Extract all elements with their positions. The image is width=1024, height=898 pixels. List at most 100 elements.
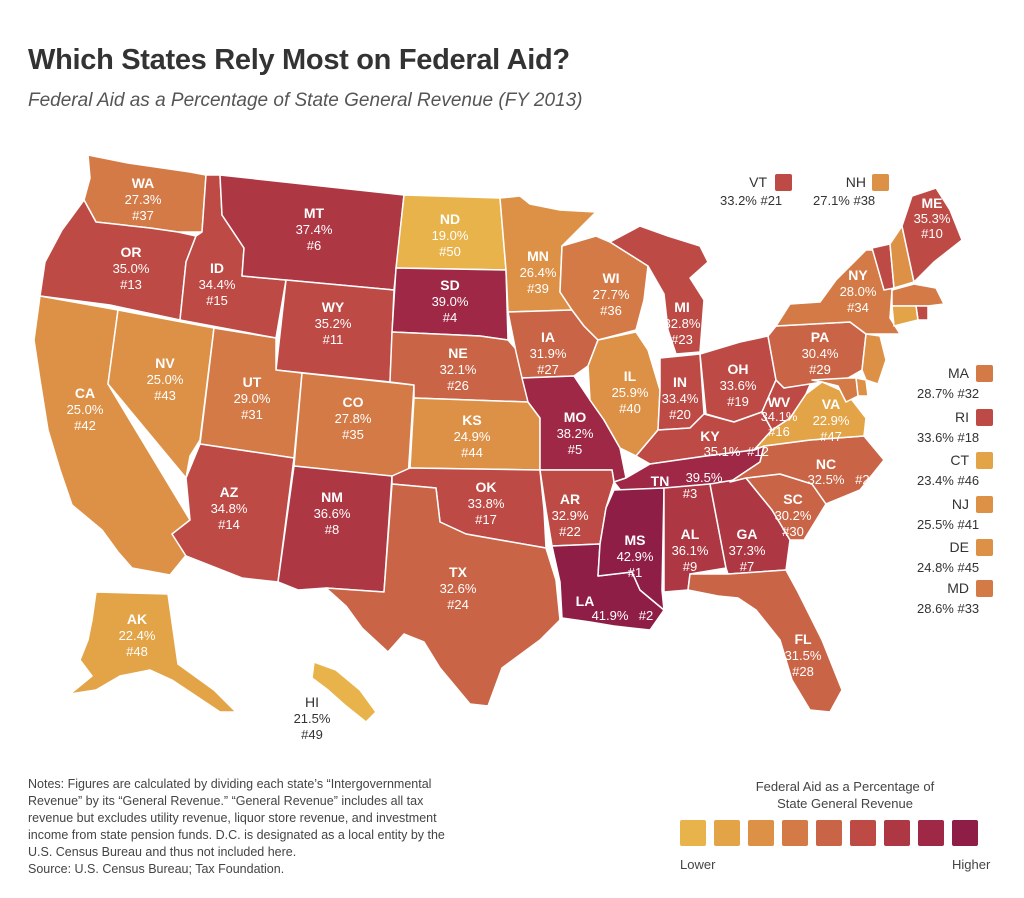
swatch-ct: [976, 452, 993, 469]
value-vt: 33.2% #21: [720, 193, 782, 208]
label-ri: RI: [955, 409, 969, 425]
state-ak[interactable]: [69, 591, 237, 713]
legend-title: Federal Aid as a Percentage of State Gen…: [716, 778, 974, 812]
label-ny: NY 28.0% #34: [840, 267, 877, 315]
state-nc[interactable]: [729, 435, 885, 505]
page-title: Which States Rely Most on Federal Aid?: [28, 44, 570, 76]
label-ca: CA 25.0% #42: [67, 385, 104, 433]
label-ok: OK 33.8% #17: [468, 479, 505, 527]
label-ut: UT 29.0% #31: [234, 374, 271, 422]
legend-title-line1: Federal Aid as a Percentage of: [755, 779, 935, 794]
value-nj: 25.5% #41: [917, 517, 979, 532]
state-fl[interactable]: [687, 569, 843, 713]
value-nh: 27.1% #38: [813, 193, 875, 208]
label-la: LA 41.9% #2: [576, 593, 654, 623]
label-nc: NC 32.5% #25: [808, 456, 877, 487]
label-wy: WY 35.2% #11: [315, 299, 352, 347]
page-subtitle: Federal Aid as a Percentage of State Gen…: [28, 90, 583, 111]
label-nd: ND 19.0% #50: [432, 211, 469, 259]
state-ca[interactable]: [33, 295, 193, 576]
label-me: ME 35.3% #10: [914, 195, 951, 241]
label-in: IN 33.4% #20: [662, 374, 699, 422]
label-ak: AK 22.4% #48: [119, 611, 156, 659]
label-ar: AR 32.9% #22: [552, 491, 589, 539]
state-ma[interactable]: [891, 283, 945, 307]
swatch-de: [976, 539, 993, 556]
legend-swatch-1: [680, 820, 706, 846]
label-wa: WA 27.3% #37: [125, 175, 162, 223]
legend-high-label: Higher: [952, 857, 991, 872]
legend-swatches: [680, 820, 978, 846]
label-il: IL 25.9% #40: [612, 368, 649, 416]
value-ri: 33.6% #18: [917, 430, 979, 445]
value-ma: 28.7% #32: [917, 386, 979, 401]
label-al: AL 36.1% #9: [672, 526, 709, 574]
source-text: Source: U.S. Census Bureau; Tax Foundati…: [28, 862, 285, 876]
state-ms[interactable]: [597, 487, 665, 611]
state-mi[interactable]: [609, 225, 709, 355]
swatch-nh: [872, 174, 889, 191]
label-ks: KS 24.9% #44: [454, 412, 491, 460]
label-va: VA 22.9% #47: [813, 396, 850, 444]
label-fl: FL 31.5% #28: [785, 631, 822, 679]
label-mi: MI 32.8% #23: [664, 299, 701, 347]
label-ky: KY 35.1% #12: [700, 428, 769, 459]
legend-swatch-7: [884, 820, 910, 846]
label-az: AZ 34.8% #14: [211, 484, 248, 532]
legend-swatch-4: [782, 820, 808, 846]
state-nj[interactable]: [861, 333, 887, 385]
label-mn: MN 26.4% #39: [520, 248, 557, 296]
label-ne: NE 32.1% #26: [440, 345, 477, 393]
label-oh: OH 33.6% #19: [720, 361, 757, 409]
label-or: OR 35.0% #13: [113, 244, 150, 292]
value-de: 24.8% #45: [917, 560, 979, 575]
label-sd: SD 39.0% #4: [432, 277, 469, 325]
label-ia: IA 31.9% #27: [530, 329, 567, 377]
label-id: ID 34.4% #15: [199, 260, 236, 308]
label-ga: GA 37.3% #7: [729, 526, 766, 574]
swatch-ri: [976, 409, 993, 426]
swatch-vt: [775, 174, 792, 191]
label-nv: NV 25.0% #43: [147, 355, 184, 403]
value-ct: 23.4% #46: [917, 473, 979, 488]
swatch-ma: [976, 365, 993, 382]
label-wi: WI 27.7% #36: [593, 270, 630, 318]
label-vt: VT: [749, 174, 767, 190]
state-me[interactable]: [901, 187, 963, 283]
legend-swatch-6: [850, 820, 876, 846]
swatch-nj: [976, 496, 993, 513]
label-de: DE: [950, 539, 969, 555]
label-sc: SC 30.2% #30: [775, 491, 812, 539]
legend-swatch-5: [816, 820, 842, 846]
label-ma: MA: [948, 365, 970, 381]
legend-swatch-3: [748, 820, 774, 846]
state-wy[interactable]: [275, 279, 395, 383]
label-ct: CT: [950, 452, 969, 468]
state-hi[interactable]: [311, 661, 377, 723]
state-wi[interactable]: [559, 235, 649, 341]
label-tx: TX 32.6% #24: [440, 564, 477, 612]
state-ct[interactable]: [891, 305, 919, 327]
label-co: CO 27.8% #35: [335, 394, 372, 442]
label-hi: HI 21.5% #49: [294, 694, 331, 742]
state-md[interactable]: [811, 377, 859, 403]
label-tn: TN 39.5% #3: [651, 470, 723, 501]
value-md: 28.6% #33: [917, 601, 979, 616]
label-pa: PA 30.4% #29: [802, 329, 839, 377]
label-wv: WV 34.1% #16: [761, 394, 798, 439]
legend-swatch-9: [952, 820, 978, 846]
state-tx[interactable]: [325, 483, 561, 707]
label-nh: NH: [846, 174, 866, 190]
label-md: MD: [947, 580, 969, 596]
notes: Notes: Figures are calculated by dividin…: [28, 776, 448, 878]
legend-swatch-8: [918, 820, 944, 846]
label-mo: MO 38.2% #5: [557, 409, 594, 457]
label-ms: MS 42.9% #1: [617, 532, 654, 580]
swatch-md: [976, 580, 993, 597]
notes-text: Notes: Figures are calculated by dividin…: [28, 777, 445, 859]
label-nm: NM 36.6% #8: [314, 489, 351, 537]
label-mt: MT 37.4% #6: [296, 205, 333, 253]
legend-title-line2: State General Revenue: [777, 796, 913, 811]
legend-swatch-2: [714, 820, 740, 846]
